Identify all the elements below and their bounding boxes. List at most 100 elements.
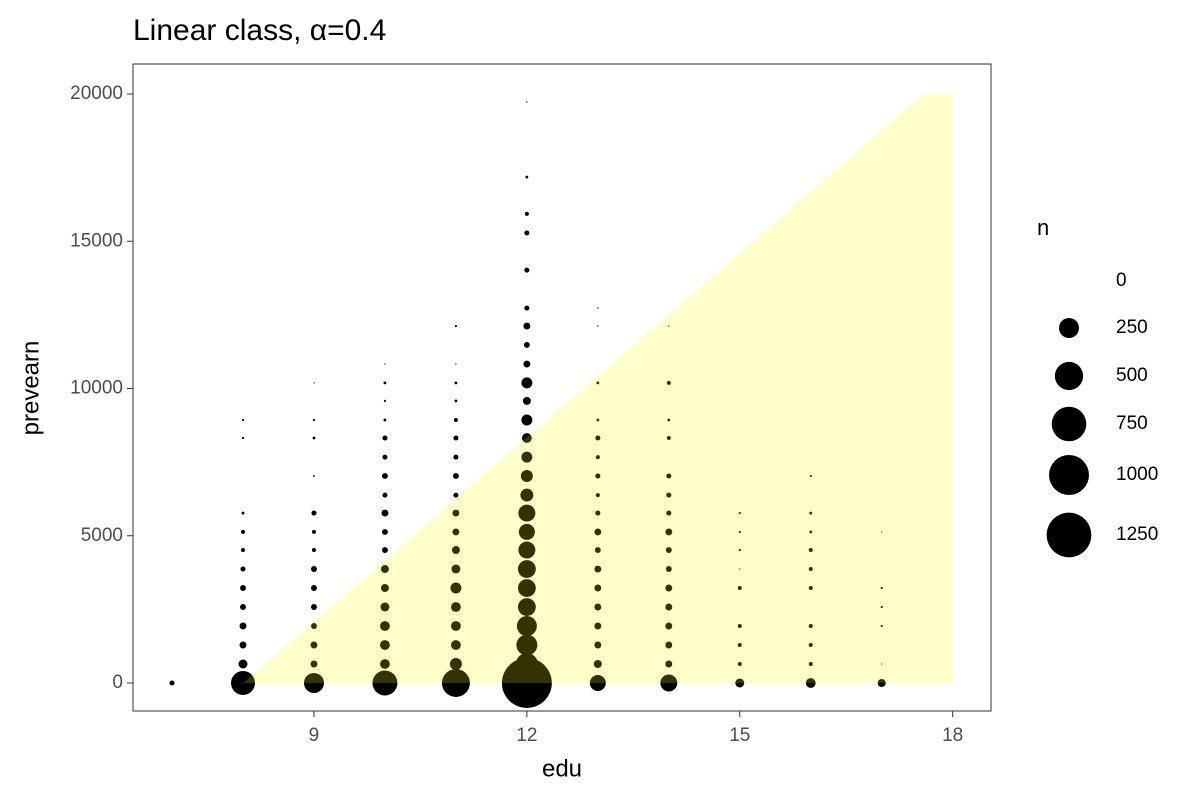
point	[594, 641, 602, 649]
point	[453, 418, 458, 423]
point	[738, 548, 741, 552]
point	[311, 585, 317, 591]
point	[311, 510, 317, 516]
point	[738, 511, 741, 515]
point	[441, 669, 470, 697]
point	[451, 546, 460, 555]
point	[737, 662, 742, 666]
point	[380, 621, 390, 631]
point	[668, 325, 670, 327]
point	[381, 528, 388, 535]
point	[311, 529, 316, 534]
point	[521, 414, 533, 426]
point	[517, 560, 536, 578]
point	[453, 492, 459, 498]
point	[451, 564, 461, 574]
point	[311, 548, 316, 553]
x-tick-label: 15	[729, 725, 750, 746]
point	[594, 603, 602, 611]
point	[372, 670, 398, 696]
point	[384, 363, 386, 365]
legend-label: 750	[1116, 413, 1148, 434]
point	[665, 528, 673, 536]
point	[453, 454, 459, 460]
point	[595, 493, 600, 498]
point	[451, 640, 461, 650]
legend-label: 500	[1116, 365, 1148, 386]
legend-key	[1049, 455, 1089, 495]
point	[455, 363, 457, 365]
point	[666, 492, 672, 498]
point	[303, 673, 324, 693]
point	[169, 680, 175, 686]
plot-background	[133, 64, 991, 711]
point	[880, 624, 883, 628]
point	[312, 436, 316, 440]
point	[666, 435, 671, 440]
point	[380, 565, 389, 574]
point	[451, 602, 461, 612]
point	[737, 586, 742, 591]
point	[518, 541, 536, 559]
point	[667, 418, 671, 422]
point	[523, 322, 531, 330]
point	[524, 267, 530, 273]
point	[231, 671, 255, 695]
point	[523, 360, 531, 368]
point	[311, 604, 317, 610]
point	[809, 511, 813, 515]
point	[881, 663, 883, 665]
point	[520, 469, 533, 482]
point	[380, 659, 390, 669]
point	[521, 433, 532, 443]
point	[597, 325, 599, 327]
point	[313, 382, 315, 384]
point	[595, 473, 601, 479]
point	[380, 584, 389, 593]
point	[241, 436, 245, 440]
point	[880, 586, 883, 590]
point	[521, 377, 533, 389]
point	[524, 211, 529, 216]
point	[452, 473, 459, 479]
point	[881, 531, 883, 533]
point	[383, 418, 387, 422]
point	[524, 305, 530, 311]
point	[515, 653, 538, 675]
point	[665, 566, 672, 572]
point	[501, 658, 552, 708]
legend-key	[1051, 406, 1087, 442]
point	[809, 530, 813, 534]
y-tick-label: 10000	[70, 378, 123, 399]
point	[739, 568, 741, 570]
point	[665, 622, 673, 630]
point	[311, 623, 317, 629]
point	[382, 492, 388, 498]
point	[665, 660, 673, 668]
point	[877, 678, 886, 687]
y-tick-label: 5000	[81, 525, 123, 546]
legend-key	[1054, 361, 1084, 391]
point	[450, 582, 462, 594]
point	[516, 634, 538, 656]
point	[518, 504, 536, 522]
legend-title: n	[1037, 215, 1049, 240]
point	[521, 451, 533, 463]
legend-label: 1250	[1116, 524, 1158, 545]
point	[665, 547, 672, 553]
point	[809, 474, 812, 478]
point	[738, 530, 741, 534]
point	[518, 523, 535, 540]
point	[239, 622, 247, 630]
point	[524, 230, 530, 236]
point	[880, 605, 883, 609]
point	[313, 475, 315, 477]
point	[241, 548, 245, 553]
point	[594, 622, 602, 630]
legend-key	[1059, 318, 1079, 338]
point	[381, 509, 389, 517]
point	[737, 624, 742, 629]
point	[666, 473, 672, 479]
